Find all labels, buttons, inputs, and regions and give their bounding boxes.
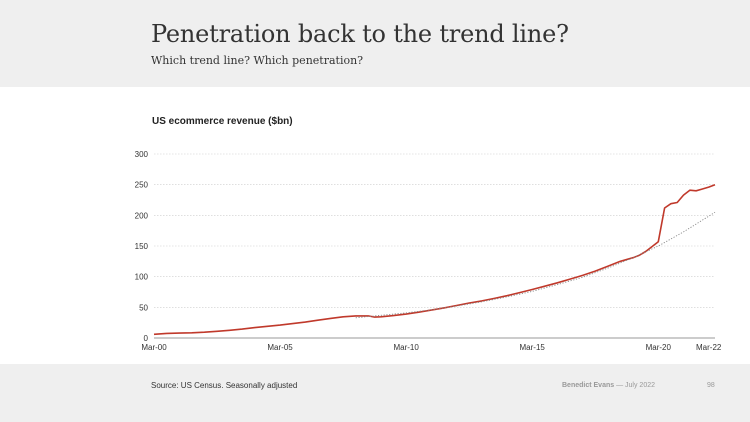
y-tick-label: 300 [135,150,149,159]
y-tick-label: 150 [135,242,149,251]
x-tick-label: Mar-15 [520,343,546,352]
author-name: Benedict Evans [562,382,615,389]
page-number: 98 [707,382,715,389]
author-credit: Benedict Evans — July 2022 [562,382,655,389]
x-tick-label: Mar-10 [393,343,419,352]
y-tick-label: 250 [135,181,149,190]
chart-grid [154,153,715,339]
header-band [0,0,750,87]
x-tick-label: Mar-00 [141,343,167,352]
chart-title: US ecommerce revenue ($bn) [152,116,293,127]
y-tick-label: 100 [135,273,149,282]
slide-date: — July 2022 [614,382,655,389]
slide-subtitle: Which trend line? Which penetration? [151,54,364,67]
series-line-trend [355,211,716,319]
chart-series [153,183,716,336]
y-tick-label: 50 [139,303,148,312]
source-note: Source: US Census. Seasonally adjusted [151,381,298,390]
x-tick-label: Mar-05 [267,343,293,352]
x-tick-label: Mar-22 [696,343,722,352]
series-line-actual [153,183,716,336]
x-tick-label: Mar-20 [646,343,672,352]
slide-title: Penetration back to the trend line? [151,20,569,48]
y-tick-label: 200 [135,211,149,220]
y-axis-ticks: 0 50 100 150 200 250 300 [135,150,149,343]
x-axis-ticks: Mar-00 Mar-05 Mar-10 Mar-15 Mar-20 Mar-22 [141,343,722,352]
footer-band [0,364,750,422]
y-tick-label: 0 [144,334,149,343]
